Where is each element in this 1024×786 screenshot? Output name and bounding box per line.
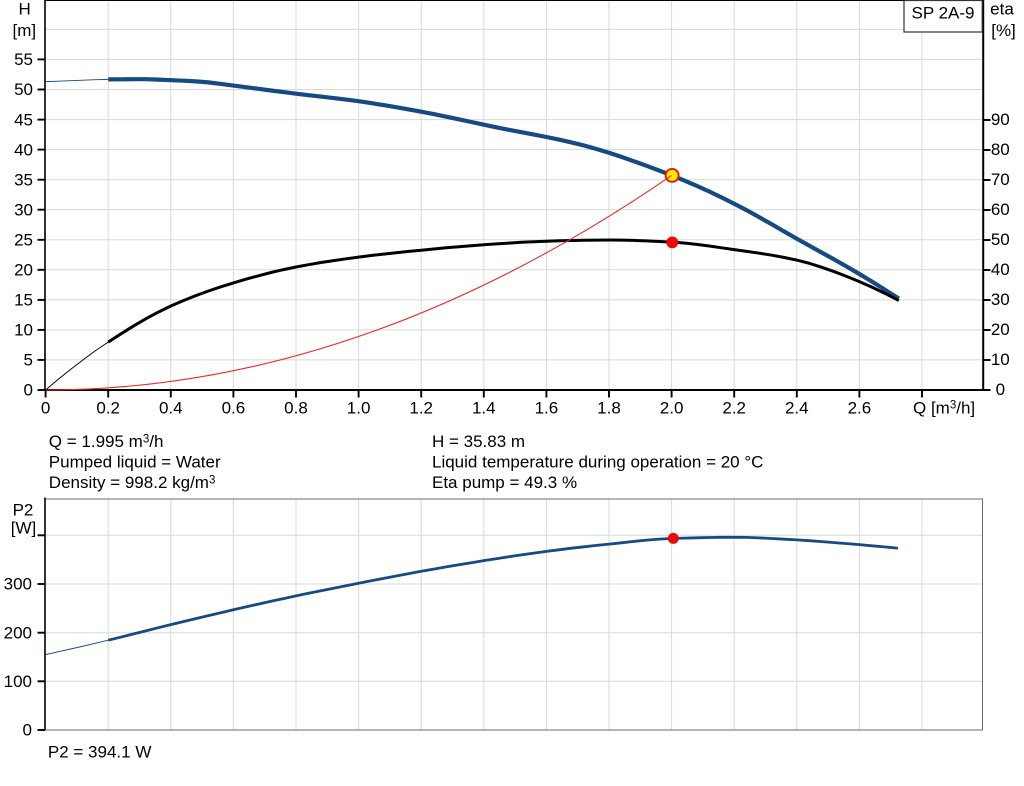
svg-text:1.6: 1.6 [535, 398, 559, 417]
svg-text:5: 5 [24, 351, 33, 370]
svg-text:Density = 998.2 kg/m3: Density = 998.2 kg/m3 [49, 473, 216, 492]
svg-text:0.2: 0.2 [96, 398, 120, 417]
svg-text:2.4: 2.4 [785, 398, 809, 417]
svg-text:100: 100 [4, 672, 32, 691]
svg-text:40: 40 [991, 260, 1010, 279]
svg-text:30: 30 [14, 200, 33, 219]
svg-text:35: 35 [14, 170, 33, 189]
svg-text:70: 70 [991, 170, 1010, 189]
svg-text:1.2: 1.2 [409, 398, 433, 417]
svg-text:H = 35.83 m: H = 35.83 m [432, 432, 525, 451]
svg-text:45: 45 [14, 110, 33, 129]
svg-text:55: 55 [14, 50, 33, 69]
svg-text:40: 40 [14, 140, 33, 159]
svg-text:200: 200 [4, 623, 32, 642]
svg-text:0: 0 [24, 381, 33, 400]
svg-text:10: 10 [14, 321, 33, 340]
svg-text:0: 0 [23, 720, 32, 739]
svg-text:0: 0 [41, 398, 50, 417]
svg-text:Liquid temperature during oper: Liquid temperature during operation = 20… [432, 453, 763, 472]
svg-text:10: 10 [991, 350, 1010, 369]
svg-text:0.6: 0.6 [222, 398, 246, 417]
svg-text:eta: eta [990, 0, 1014, 18]
svg-text:90: 90 [991, 110, 1010, 129]
svg-text:20: 20 [14, 261, 33, 280]
svg-text:0: 0 [996, 380, 1005, 399]
svg-text:2.2: 2.2 [722, 398, 746, 417]
svg-text:0.4: 0.4 [159, 398, 183, 417]
svg-text:2.0: 2.0 [660, 398, 684, 417]
svg-text:H: H [18, 0, 30, 19]
svg-text:[W]: [W] [11, 519, 37, 538]
svg-text:1.4: 1.4 [472, 398, 496, 417]
svg-text:50: 50 [991, 230, 1010, 249]
svg-text:20: 20 [991, 320, 1010, 339]
svg-text:30: 30 [991, 290, 1010, 309]
svg-text:300: 300 [4, 575, 32, 594]
svg-text:P2: P2 [13, 500, 34, 519]
svg-text:[%]: [%] [991, 21, 1016, 40]
svg-text:50: 50 [14, 80, 33, 99]
svg-text:1.0: 1.0 [347, 398, 371, 417]
svg-text:Q [m3/h]: Q [m3/h] [913, 398, 975, 417]
svg-text:SP 2A-9: SP 2A-9 [911, 3, 974, 22]
svg-text:Q = 1.995 m3/h: Q = 1.995 m3/h [49, 432, 164, 451]
svg-text:2.6: 2.6 [848, 398, 872, 417]
svg-text:80: 80 [991, 140, 1010, 159]
svg-text:0.8: 0.8 [284, 398, 308, 417]
svg-text:15: 15 [14, 291, 33, 310]
svg-text:25: 25 [14, 230, 33, 249]
svg-text:Eta pump = 49.3 %: Eta pump = 49.3 % [432, 473, 577, 492]
svg-text:Pumped liquid = Water: Pumped liquid = Water [49, 453, 221, 472]
svg-text:60: 60 [991, 200, 1010, 219]
svg-text:1.8: 1.8 [597, 398, 621, 417]
svg-text:P2 = 394.1 W: P2 = 394.1 W [48, 743, 151, 762]
svg-text:[m]: [m] [12, 21, 36, 40]
